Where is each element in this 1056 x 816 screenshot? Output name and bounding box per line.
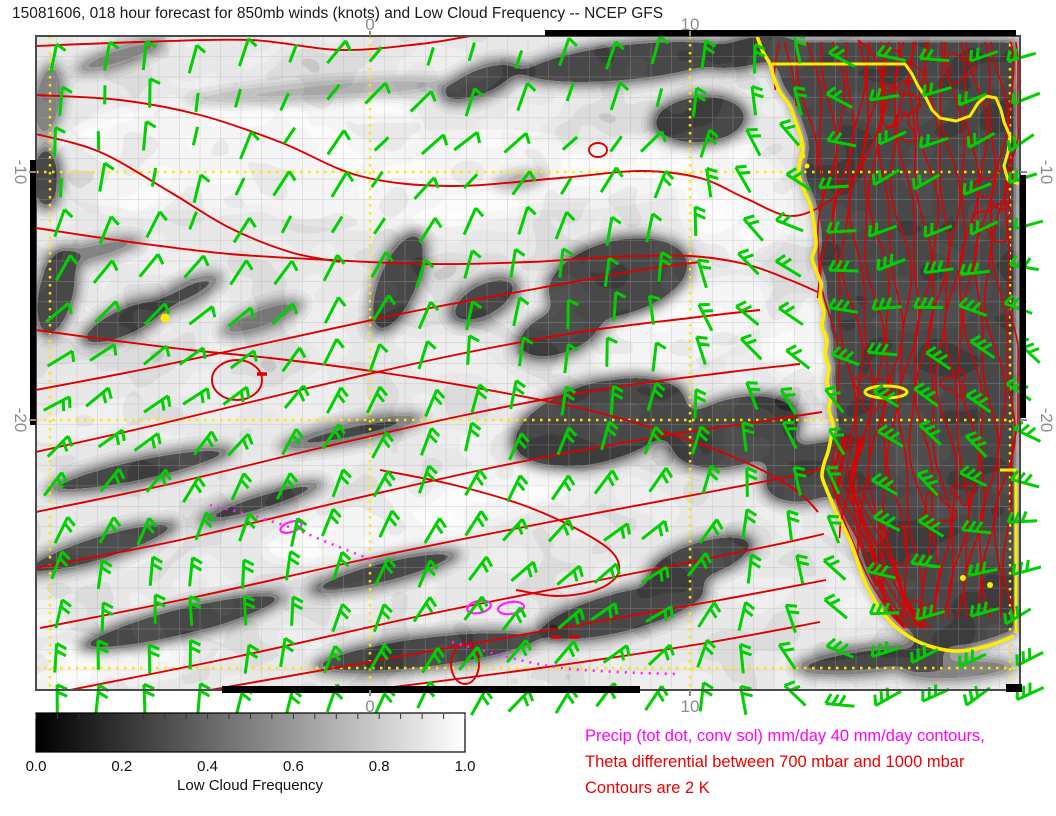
bottom-axis-tick-label: 0 — [365, 697, 374, 716]
colorbar-tick-label: 1.0 — [455, 758, 476, 775]
right-axis-tick-label: -20 — [1037, 408, 1056, 433]
plot-title: 15081606, 018 hour forecast for 850mb wi… — [12, 5, 663, 22]
plot-scene: 0 10 0 10 -10 -20 -10 -20 0.0 0.2 0.4 0.6 0.8 1.0 — [11, 15, 1056, 775]
plot-frame — [29, 30, 1027, 696]
top-axis-tick-label: 0 — [365, 15, 374, 34]
legend-line-precip: Precip (tot dot, conv sol) mm/day 40 mm/… — [585, 727, 985, 745]
colorbar: 0.0 0.2 0.4 0.6 0.8 1.0 — [26, 712, 476, 775]
theta-contours-ocean — [36, 36, 886, 690]
bottom-axis-tick-label: 10 — [681, 697, 700, 716]
legend-line-contour-interval: Contours are 2 K — [585, 779, 710, 797]
colorbar-tick-label: 0.8 — [369, 758, 390, 775]
colorbar-tick-label: 0.0 — [26, 758, 47, 775]
colorbar-tick-label: 0.2 — [111, 758, 132, 775]
top-axis-tick-label: 10 — [681, 15, 700, 34]
wind-barbs-layer — [43, 33, 1045, 719]
left-axis-tick-label: -10 — [11, 160, 30, 185]
colorbar-title: Low Cloud Frequency — [177, 777, 323, 794]
legend-line-theta: Theta differential between 700 mbar and … — [585, 753, 965, 771]
colorbar-tick-label: 0.6 — [283, 758, 304, 775]
colorbar-tick-label: 0.4 — [197, 758, 218, 775]
right-axis-tick-label: -10 — [1037, 160, 1056, 185]
left-axis-tick-label: -20 — [11, 408, 30, 433]
axis-labels: 0 10 0 10 -10 -20 -10 -20 — [11, 15, 1056, 716]
